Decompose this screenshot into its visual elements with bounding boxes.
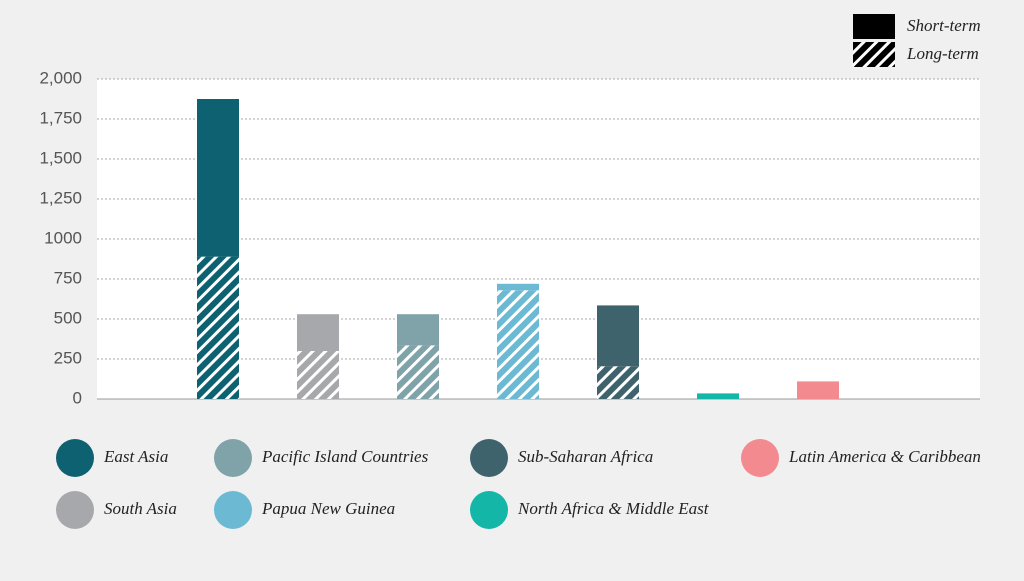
hatch bbox=[297, 351, 339, 399]
legend-label: South Asia bbox=[104, 499, 177, 518]
legend-label: Papua New Guinea bbox=[261, 499, 395, 518]
legend-label: Sub-Saharan Africa bbox=[518, 447, 653, 466]
bar-segment bbox=[797, 381, 839, 399]
legend-label: Pacific Island Countries bbox=[261, 447, 429, 466]
legend-label: Short-term bbox=[907, 16, 981, 35]
y-tick-label: 2,000 bbox=[39, 68, 82, 87]
legend-dot bbox=[470, 491, 508, 529]
legend-label: Latin America & Caribbean bbox=[788, 447, 981, 466]
legend-swatch bbox=[853, 14, 895, 39]
bar-segment bbox=[697, 393, 739, 399]
legend-dot bbox=[741, 439, 779, 477]
legend-dot bbox=[214, 491, 252, 529]
hatch bbox=[597, 366, 639, 399]
hatch bbox=[853, 42, 895, 67]
legend-dot bbox=[214, 439, 252, 477]
y-tick-label: 1000 bbox=[44, 228, 82, 247]
bar-segment bbox=[197, 99, 239, 257]
bar-segment bbox=[497, 283, 539, 291]
bar-segment bbox=[297, 314, 339, 351]
y-tick-label: 500 bbox=[54, 308, 82, 327]
legend-dot bbox=[470, 439, 508, 477]
hatch bbox=[197, 256, 239, 399]
bar-segment bbox=[597, 305, 639, 367]
legend-dot bbox=[56, 491, 94, 529]
y-tick-label: 1,750 bbox=[39, 108, 82, 127]
legend-label: North Africa & Middle East bbox=[517, 499, 710, 518]
y-tick-label: 1,250 bbox=[39, 188, 82, 207]
y-tick-label: 750 bbox=[54, 268, 82, 287]
legend-label: Long-term bbox=[906, 44, 979, 63]
y-tick-label: 1,500 bbox=[39, 148, 82, 167]
hatch bbox=[497, 290, 539, 399]
legend-label: East Asia bbox=[103, 447, 168, 466]
legend-dot bbox=[56, 439, 94, 477]
bar-segment bbox=[397, 314, 439, 346]
y-tick-label: 0 bbox=[73, 388, 82, 407]
y-tick-label: 250 bbox=[54, 348, 82, 367]
hatch bbox=[397, 345, 439, 399]
